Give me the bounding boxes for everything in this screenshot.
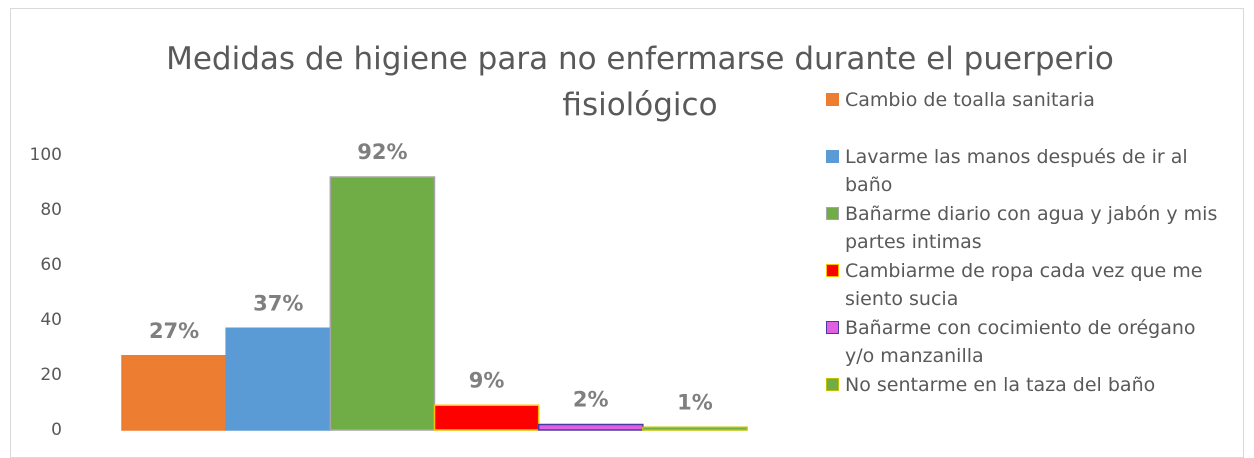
- data-label: 27%: [149, 319, 199, 343]
- data-label: 92%: [357, 140, 407, 164]
- data-label: 37%: [253, 291, 303, 315]
- legend-label: Cambio de toalla sanitaria: [845, 89, 1095, 111]
- legend-label: No sentarme en la taza del baño: [845, 374, 1156, 396]
- y-tick-label: 100: [30, 145, 62, 165]
- legend-item: No sentarme en la taza del baño: [826, 371, 1226, 428]
- bar: [433, 404, 540, 431]
- legend-swatch: [826, 207, 839, 220]
- legend-item: Cambio de toalla sanitaria: [826, 86, 1226, 143]
- legend-item: Lavarme las manos después de ir al baño: [826, 143, 1226, 200]
- legend-swatch: [826, 264, 839, 277]
- legend: Cambio de toalla sanitaria Lavarme las ma…: [826, 86, 1226, 428]
- legend-item: Bañarme diario con agua y jabón y mis pa…: [826, 200, 1226, 257]
- legend-item: Cambiarme de ropa cada vez que me siento…: [826, 257, 1226, 314]
- legend-swatch: [826, 321, 839, 334]
- bar: [225, 327, 332, 431]
- bar: [537, 423, 644, 431]
- legend-swatch: [826, 150, 839, 163]
- bar: [329, 176, 436, 431]
- chart-title: Medidas de higiene para no enfermarse du…: [166, 41, 1114, 123]
- y-tick-label: 0: [51, 420, 62, 440]
- legend-label: Cambiarme de ropa cada vez que me siento…: [845, 260, 1203, 310]
- legend-item: Bañarme con cocimiento de orégano y/o ma…: [826, 314, 1226, 371]
- legend-swatch: [826, 378, 839, 391]
- legend-label: Bañarme con cocimiento de orégano y/o ma…: [845, 317, 1196, 367]
- bar: [642, 426, 748, 431]
- data-label: 1%: [677, 390, 713, 414]
- data-label: 2%: [573, 388, 609, 412]
- bar: [121, 355, 227, 431]
- y-tick-label: 60: [40, 255, 62, 275]
- y-tick-label: 40: [40, 310, 62, 330]
- legend-label: Bañarme diario con agua y jabón y mis pa…: [845, 203, 1218, 253]
- y-tick-label: 20: [40, 365, 62, 385]
- legend-label: Lavarme las manos después de ir al baño: [845, 146, 1188, 196]
- y-tick-label: 80: [40, 200, 62, 220]
- legend-swatch: [826, 93, 839, 106]
- data-label: 9%: [469, 368, 505, 392]
